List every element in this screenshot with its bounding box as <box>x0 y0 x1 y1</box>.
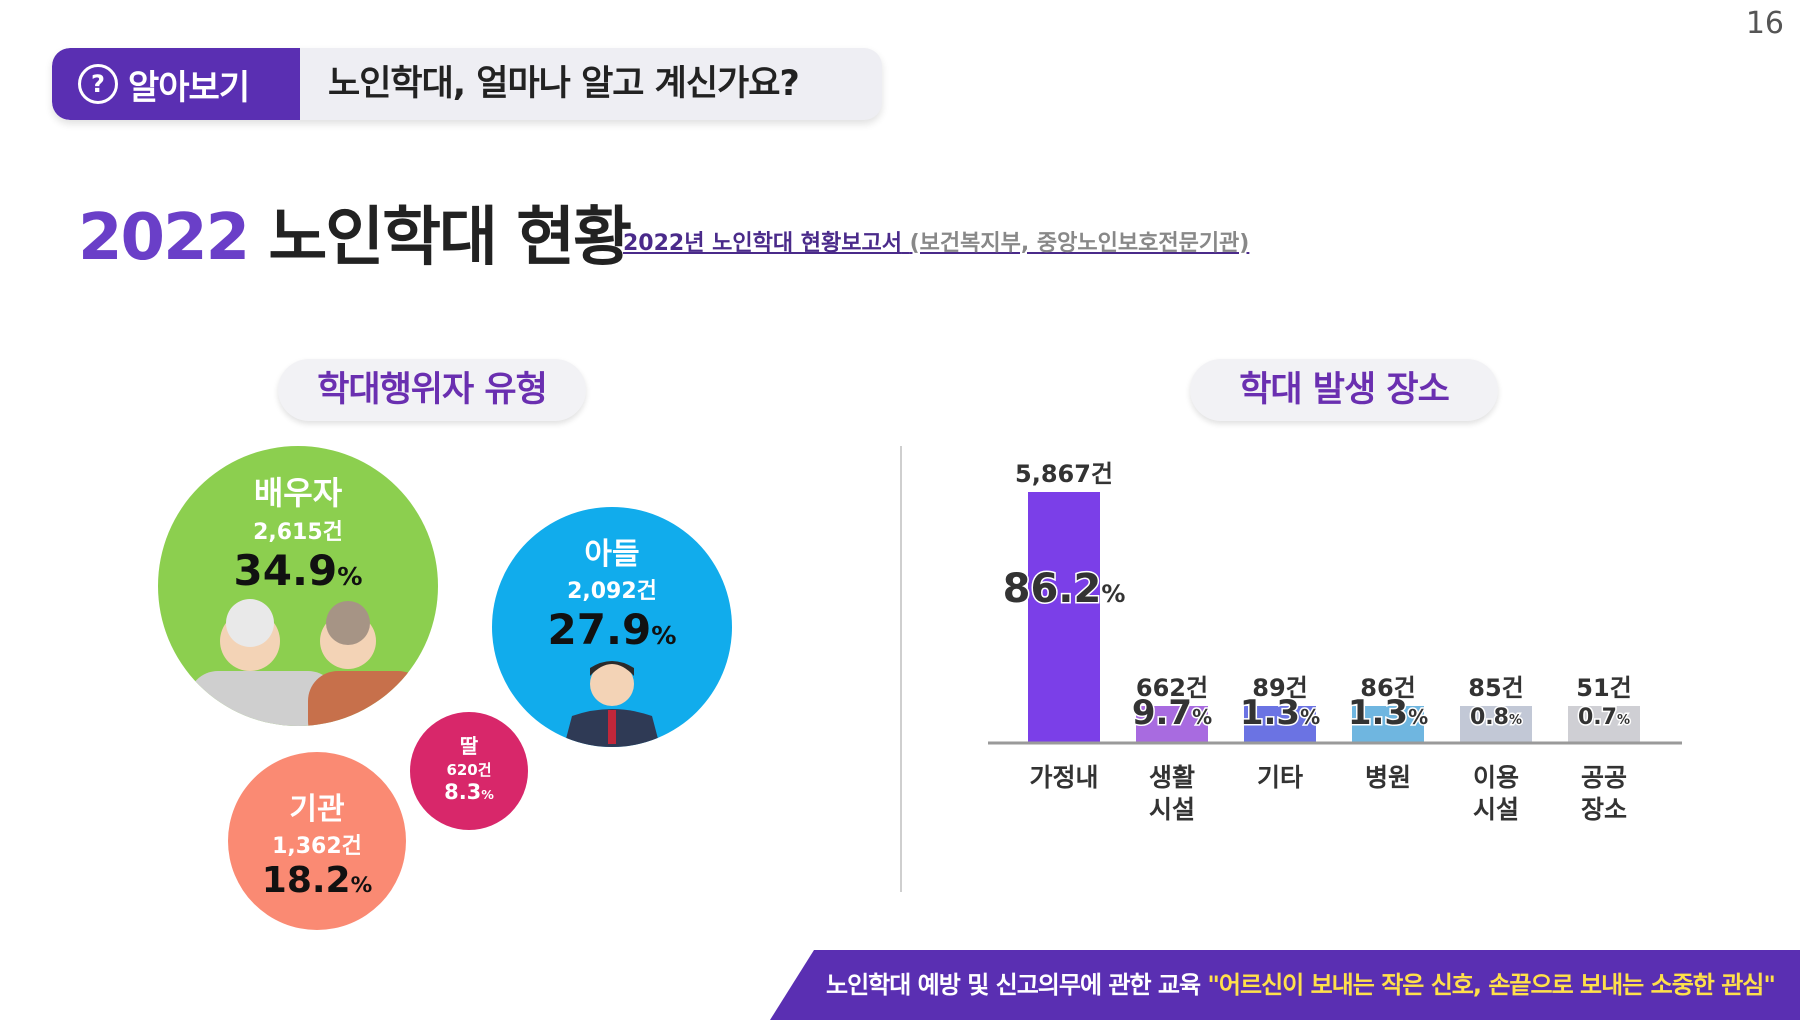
category-label: 생활 시설 <box>1149 763 1195 824</box>
bar-5 <box>1568 706 1640 742</box>
header-tag-label: 알아보기 <box>128 67 250 108</box>
bar-count-label: 5,867건 <box>1015 460 1113 488</box>
category-label: 이용 시설 <box>1473 763 1519 824</box>
perpetrator-section-title: 학대행위자 유형 <box>278 359 586 421</box>
bubble-daughter: 딸 620건 8.3% <box>410 712 528 830</box>
bubble-son-pct: 27.9% <box>547 605 677 654</box>
bubble-son-count: 2,092건 <box>567 579 657 604</box>
bar-0 <box>1028 492 1100 742</box>
header-title: 노인학대, 얼마나 알고 계신가요? <box>328 64 800 104</box>
header-tag: ? 알아보기 <box>52 48 300 120</box>
bar-2 <box>1244 706 1316 742</box>
bubble-spouse-count: 2,615건 <box>253 520 343 545</box>
bar-percent-label: 1.3% <box>1348 693 1428 733</box>
footer-text: 노인학대 예방 및 신고의무에 관한 교육 "어르신이 보내는 작은 신호, 손… <box>826 950 1776 1020</box>
divider <box>900 446 902 892</box>
category-label: 공공 장소 <box>1581 763 1627 824</box>
category-label: 가정내 <box>1029 763 1098 792</box>
bar-count-label: 662건 <box>1136 674 1208 702</box>
bar-count-label: 89건 <box>1252 674 1307 702</box>
category-label: 기타 <box>1257 763 1303 792</box>
source-org: (보건복지부, 중앙노인보호전문기관) <box>909 231 1250 256</box>
title-year: 2022 <box>78 201 250 275</box>
son-illustration <box>563 661 661 747</box>
bubble-institution: 기관 1,362건 18.2% <box>228 752 406 930</box>
bubble-son-name: 아들 <box>584 537 640 572</box>
page-number: 16 <box>1745 6 1784 41</box>
bubble-institution-count: 1,362건 <box>272 834 362 859</box>
bar-1 <box>1136 706 1208 742</box>
source-citation: 2022년 노인학대 현황보고서 (보건복지부, 중앙노인보호전문기관) <box>623 225 1249 257</box>
elderly-couple-illustration <box>188 599 428 726</box>
footer-highlight: "어르신이 보내는 작은 신호, 손끝으로 보내는 소중한 관심" <box>1207 971 1775 999</box>
bubble-spouse-pct: 34.9% <box>233 546 363 595</box>
source-report: 2022년 노인학대 현황보고서 <box>623 231 902 256</box>
bubble-institution-pct: 18.2% <box>261 860 373 901</box>
bar-percent-label: 1.3% <box>1240 693 1320 733</box>
page-title: 2022 노인학대 현황 <box>78 186 632 278</box>
bubble-institution-name: 기관 <box>289 792 345 827</box>
bar-4 <box>1460 706 1532 742</box>
bar-count-label: 85건 <box>1468 674 1523 702</box>
title-text: 노인학대 현황 <box>268 201 632 275</box>
bubble-daughter-name: 딸 <box>459 734 479 758</box>
bar-count-label: 51건 <box>1576 674 1631 702</box>
bar-percent-label: 86.2% <box>1003 566 1126 612</box>
bubble-spouse: 배우자 2,615건 34.9% <box>158 446 438 726</box>
bubble-daughter-count: 620건 <box>446 761 492 779</box>
bubble-son: 아들 2,092건 27.9% <box>492 507 732 747</box>
category-label: 병원 <box>1365 763 1411 792</box>
footer-prefix: 노인학대 예방 및 신고의무에 관한 교육 <box>826 971 1208 999</box>
bubble-daughter-pct: 8.3% <box>444 780 494 804</box>
bubble-spouse-name: 배우자 <box>253 474 343 512</box>
bar-3 <box>1352 706 1424 742</box>
header-banner: ? 알아보기 노인학대, 얼마나 알고 계신가요? <box>52 48 882 120</box>
footer-banner: 노인학대 예방 및 신고의무에 관한 교육 "어르신이 보내는 작은 신호, 손… <box>770 950 1800 1020</box>
bar-count-label: 86건 <box>1360 674 1415 702</box>
location-section-title: 학대 발생 장소 <box>1190 359 1498 421</box>
question-circle-icon: ? <box>78 64 118 104</box>
